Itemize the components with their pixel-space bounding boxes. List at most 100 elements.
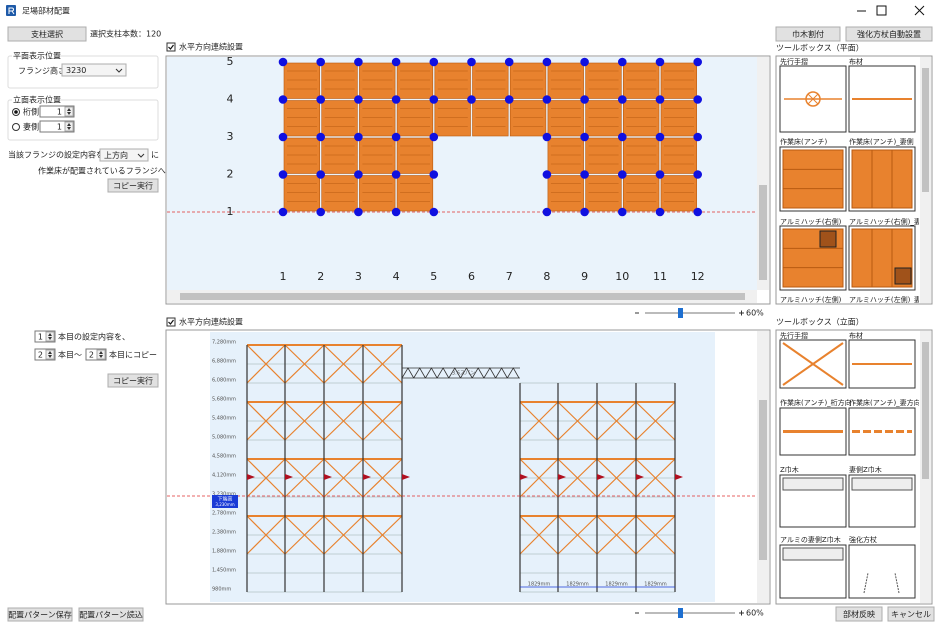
tool-label[interactable]: アルミの妻側Z巾木	[780, 535, 841, 544]
spin-box[interactable]	[39, 120, 75, 133]
post-node[interactable]	[467, 95, 476, 104]
spin-down[interactable]	[67, 127, 71, 130]
slider-thumb[interactable]	[678, 308, 683, 318]
auto-install-button[interactable]: 強化方杖自動設置	[845, 26, 933, 42]
checkbox[interactable]	[166, 42, 176, 52]
tool-label[interactable]: 布材	[849, 57, 863, 66]
dropdown-caret[interactable]	[137, 153, 145, 158]
spin-box[interactable]	[39, 105, 75, 118]
post-node[interactable]	[391, 95, 401, 104]
tool-label[interactable]: 作業床(アンチ)	[780, 137, 827, 146]
post-node[interactable]	[542, 57, 552, 67]
post-node[interactable]	[655, 132, 665, 142]
tool-label[interactable]: 先行手摺	[780, 57, 808, 66]
v-scroll-thumb[interactable]	[922, 68, 929, 192]
select-post-button[interactable]: 支柱選択	[7, 26, 87, 42]
cancel-button[interactable]: キャンセル	[887, 606, 935, 622]
post-node[interactable]	[429, 57, 439, 67]
post-node[interactable]	[655, 95, 665, 104]
button-face[interactable]	[107, 178, 159, 193]
post-node[interactable]	[429, 95, 439, 104]
post-node[interactable]	[580, 207, 589, 217]
tool-label[interactable]: アルミハッチ(右側)	[780, 217, 842, 226]
spin-box[interactable]	[85, 348, 107, 361]
spin-buttons[interactable]	[64, 121, 74, 132]
button-label[interactable]: 部材反映	[843, 609, 875, 619]
spin-down[interactable]	[67, 112, 71, 115]
post-node[interactable]	[316, 170, 326, 179]
spin-up[interactable]	[99, 351, 103, 354]
spin-box[interactable]	[34, 330, 56, 343]
spin-down[interactable]	[48, 337, 52, 340]
post-node[interactable]	[655, 207, 665, 217]
dropdown[interactable]	[61, 63, 127, 77]
post-node[interactable]	[316, 207, 326, 217]
post-node[interactable]	[693, 57, 702, 67]
tool-label[interactable]: 作業床(アンチ)_妻側	[849, 137, 914, 146]
post-node[interactable]	[467, 57, 476, 67]
check-mark[interactable]	[168, 44, 174, 50]
spin-buttons[interactable]	[96, 349, 106, 360]
v-scroll-thumb[interactable]	[759, 400, 767, 560]
button-face[interactable]	[887, 606, 935, 622]
post-node[interactable]	[391, 132, 401, 142]
post-node[interactable]	[354, 207, 363, 217]
layout-button[interactable]: 巾木割付	[775, 26, 841, 42]
button-label[interactable]: 配置パターン保存	[8, 610, 72, 620]
load-pattern-button[interactable]: 配置パターン読込	[78, 607, 144, 622]
post-node[interactable]	[316, 132, 326, 142]
post-node[interactable]	[278, 207, 288, 217]
button-label[interactable]: コピー実行	[113, 181, 153, 191]
tool-label[interactable]: アルミハッチ(右側)_妻側	[849, 217, 928, 226]
h-scroll-thumb[interactable]	[180, 293, 745, 300]
save-pattern-button[interactable]: 配置パターン保存	[7, 607, 73, 622]
post-node[interactable]	[316, 57, 326, 67]
check-mark[interactable]	[168, 319, 174, 325]
tool-label[interactable]: 妻側Z巾木	[849, 465, 882, 474]
post-node[interactable]	[278, 170, 288, 179]
post-node[interactable]	[429, 207, 439, 217]
tool-label[interactable]: Z巾木	[780, 465, 799, 474]
post-node[interactable]	[278, 95, 288, 104]
post-node[interactable]	[391, 207, 401, 217]
button-label[interactable]: 巾木割付	[792, 29, 824, 39]
button-face[interactable]	[845, 26, 933, 42]
button-face[interactable]	[7, 26, 87, 42]
button-label[interactable]: 配置パターン読込	[79, 610, 143, 620]
post-node[interactable]	[580, 170, 589, 179]
post-node[interactable]	[504, 57, 514, 67]
post-node[interactable]	[391, 170, 401, 179]
button-face[interactable]	[107, 373, 159, 388]
checkbox[interactable]	[166, 317, 176, 327]
button-face[interactable]	[775, 26, 841, 42]
post-node[interactable]	[354, 57, 363, 67]
button-face[interactable]	[835, 606, 883, 622]
tool-label[interactable]: アルミハッチ(左側)_妻側	[849, 295, 928, 304]
dropdown-caret[interactable]	[115, 68, 123, 73]
post-node[interactable]	[618, 57, 627, 67]
post-node[interactable]	[580, 57, 589, 67]
copy-button[interactable]: コピー実行	[107, 373, 159, 388]
button-label[interactable]: コピー実行	[113, 376, 153, 386]
button-label[interactable]: 支柱選択	[31, 29, 63, 39]
spin-buttons[interactable]	[45, 349, 55, 360]
v-scroll-thumb[interactable]	[759, 185, 767, 280]
post-node[interactable]	[618, 170, 627, 179]
post-node[interactable]	[354, 95, 363, 104]
post-node[interactable]	[504, 95, 514, 104]
tool-label[interactable]: アルミハッチ(左側)	[780, 295, 842, 304]
close[interactable]	[914, 5, 925, 16]
post-node[interactable]	[580, 95, 589, 104]
post-node[interactable]	[655, 57, 665, 67]
post-node[interactable]	[542, 207, 552, 217]
post-node[interactable]	[542, 170, 552, 179]
dropdown[interactable]	[99, 148, 149, 162]
button-label[interactable]: 強化方杖自動設置	[857, 29, 921, 39]
spin-box[interactable]	[34, 348, 56, 361]
post-node[interactable]	[618, 132, 627, 142]
post-node[interactable]	[278, 57, 288, 67]
post-node[interactable]	[278, 132, 288, 142]
button-face[interactable]	[78, 607, 144, 622]
post-node[interactable]	[618, 95, 627, 104]
spin-buttons[interactable]	[64, 106, 74, 117]
